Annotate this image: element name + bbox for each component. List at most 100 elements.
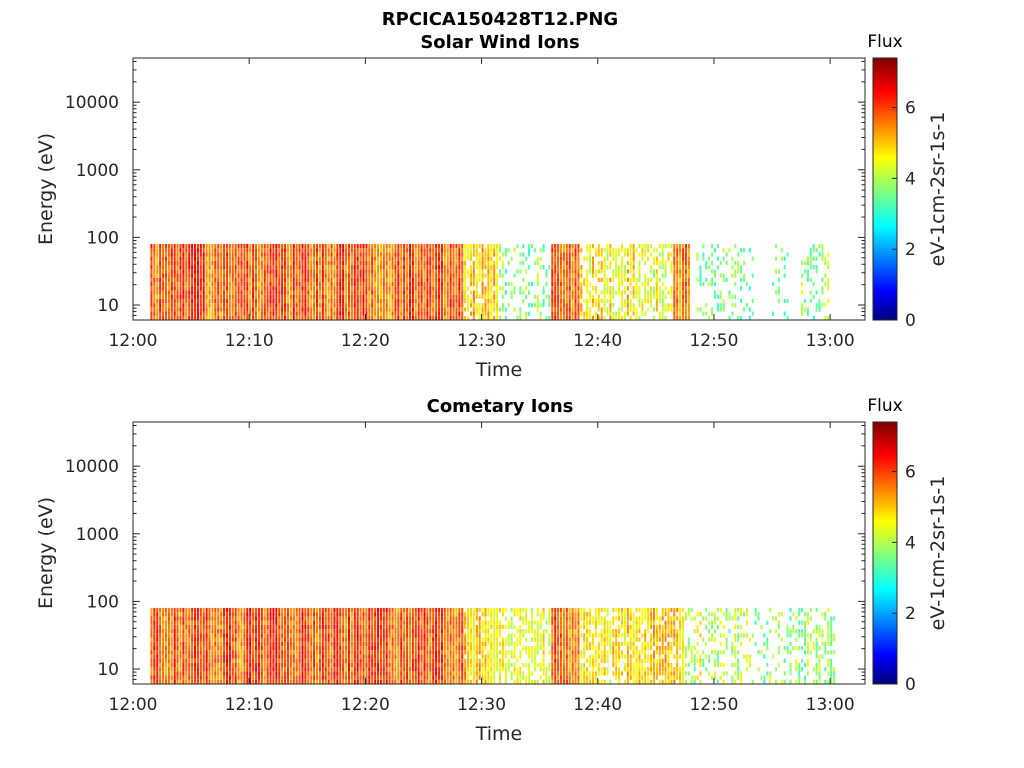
heatmap-cell [310,286,313,291]
heatmap-cell [327,612,330,617]
heatmap-cell [289,298,292,304]
heatmap-cell [310,243,313,249]
heatmap-cell [176,298,179,304]
heatmap-cell [153,620,156,625]
heatmap-cell [408,290,411,295]
heatmap-cell [292,294,295,299]
heatmap-cell [350,286,353,291]
heatmap-cell [423,637,426,642]
heatmap-cell [554,298,557,304]
heatmap-cell [487,286,490,291]
heatmap-cell [371,265,374,270]
heatmap-cell [438,315,441,320]
heatmap-cell [205,298,208,304]
heatmap-cell [255,298,258,304]
heatmap-cell [408,607,411,613]
heatmap-cell [339,260,342,266]
heatmap-cell [414,315,417,320]
heatmap-cell [223,645,226,651]
heatmap-cell [307,679,310,684]
heatmap-cell [516,315,519,320]
heatmap-cell [225,315,228,320]
heatmap-cell [711,307,714,312]
heatmap-cell [301,641,304,646]
heatmap-cell [679,307,682,312]
heatmap-cell [316,650,319,655]
heatmap-cell [571,265,574,270]
heatmap-cell [327,679,330,684]
heatmap-cell [342,620,345,625]
heatmap-cell [223,620,226,625]
heatmap-cell [490,273,493,278]
heatmap-cell [223,269,226,274]
heatmap-cell [342,260,345,266]
heatmap-cell [196,248,199,253]
heatmap-cell [774,243,777,249]
heatmap-cell [150,256,153,261]
heatmap-cell [214,290,217,295]
heatmap-cell [313,616,316,621]
heatmap-cell [554,290,557,295]
heatmap-cell [385,315,388,320]
heatmap-cell [310,620,313,625]
heatmap-cell [600,307,603,312]
heatmap-cell [391,662,394,668]
heatmap-cell [278,637,281,642]
heatmap-cell [162,658,165,663]
heatmap-cell [350,252,353,257]
heatmap-cell [179,637,182,642]
heatmap-cell [182,248,185,253]
heatmap-cell [162,637,165,642]
heatmap-cell [260,650,263,655]
heatmap-cell [225,633,228,638]
heatmap-cell [635,281,638,287]
heatmap-cell [208,248,211,253]
heatmap-cell [397,679,400,684]
heatmap-cell [150,612,153,617]
heatmap-cell [353,667,356,672]
heatmap-cell [606,277,609,282]
heatmap-cell [249,671,252,676]
figure-title: RPCICA150428T12.PNG [382,9,618,30]
heatmap-cell [316,248,319,253]
heatmap-cell [159,612,162,617]
heatmap-cell [397,629,400,634]
heatmap-cell [365,650,368,655]
heatmap-cell [257,256,260,261]
heatmap-cell [644,294,647,299]
heatmap-cell [330,315,333,320]
heatmap-cell [420,675,423,680]
heatmap-cell [481,256,484,261]
heatmap-cell [289,624,292,630]
heatmap-cell [272,654,275,659]
heatmap-cell [321,633,324,638]
heatmap-cell [356,629,359,634]
heatmap-cell [333,307,336,312]
heatmap-cell [612,290,615,295]
heatmap-cell [411,303,414,308]
heatmap-cell [432,243,435,249]
heatmap-cell [292,273,295,278]
heatmap-cell [554,260,557,266]
heatmap-cell [519,252,522,257]
heatmap-cell [568,315,571,320]
heatmap-cell [194,679,197,684]
heatmap-cell [429,315,432,320]
heatmap-cell [318,273,321,278]
heatmap-cell [246,679,249,684]
heatmap-cell [240,256,243,261]
heatmap-cell [400,624,403,630]
heatmap-cell [655,256,658,261]
heatmap-cell [284,298,287,304]
heatmap-cell [400,303,403,308]
heatmap-cell [269,654,272,659]
heatmap-cell [167,248,170,253]
heatmap-cell [243,311,246,316]
heatmap-cell [353,315,356,320]
heatmap-cell [562,277,565,282]
heatmap-cell [487,290,490,295]
heatmap-cell [394,315,397,320]
heatmap-cell [487,307,490,312]
heatmap-cell [374,679,377,684]
heatmap-cell [420,662,423,668]
